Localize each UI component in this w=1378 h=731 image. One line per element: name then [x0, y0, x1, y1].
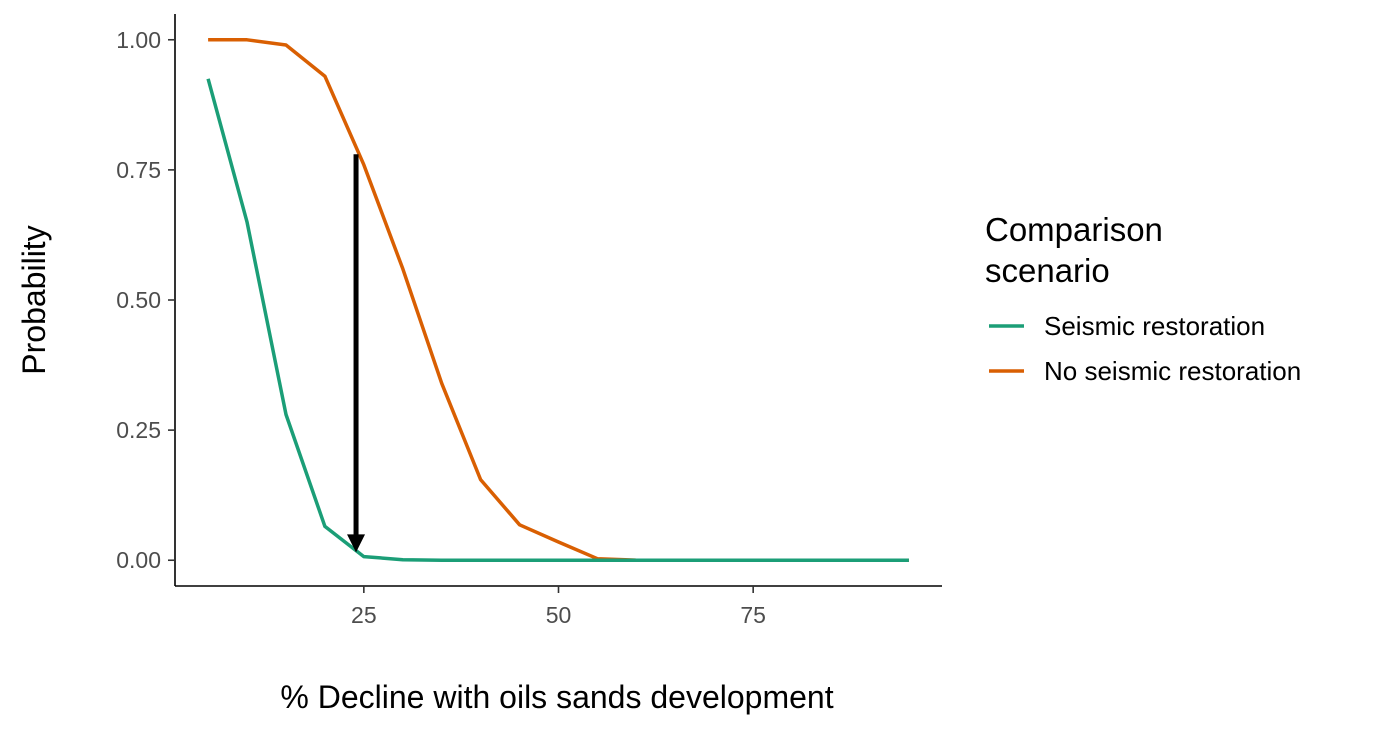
plot-area: 0.00 0.25 0.50 0.75 1.00 25 50 75 [116, 14, 942, 628]
legend-title-line-2: scenario [985, 252, 1110, 289]
x-tick-label: 75 [740, 602, 766, 628]
legend-label: Seismic restoration [1044, 311, 1265, 341]
x-tick-label: 25 [351, 602, 377, 628]
series-layer [206, 38, 909, 562]
y-tick-label: 0.25 [116, 417, 161, 443]
legend-items: Seismic restoration No seismic restoratio… [989, 311, 1301, 386]
y-ticks: 0.00 0.25 0.50 0.75 1.00 [116, 27, 175, 573]
y-axis-title: Probability [16, 225, 52, 374]
y-tick-label: 0.50 [116, 287, 161, 313]
legend-label: No seismic restoration [1044, 356, 1301, 386]
x-axis-title: % Decline with oils sands development [280, 679, 833, 715]
annotation-layer [347, 154, 366, 553]
annotation-arrow-head [347, 534, 366, 553]
series-line-seismic-restoration [206, 78, 909, 562]
legend: Comparison scenario Seismic restoration N… [985, 211, 1301, 386]
x-ticks: 25 50 75 [351, 586, 766, 628]
legend-title-line-1: Comparison [985, 211, 1163, 248]
series-line-no-seismic-restoration [208, 38, 909, 562]
y-tick-label: 1.00 [116, 27, 161, 53]
x-tick-label: 50 [546, 602, 572, 628]
y-tick-label: 0.00 [116, 547, 161, 573]
y-tick-label: 0.75 [116, 157, 161, 183]
